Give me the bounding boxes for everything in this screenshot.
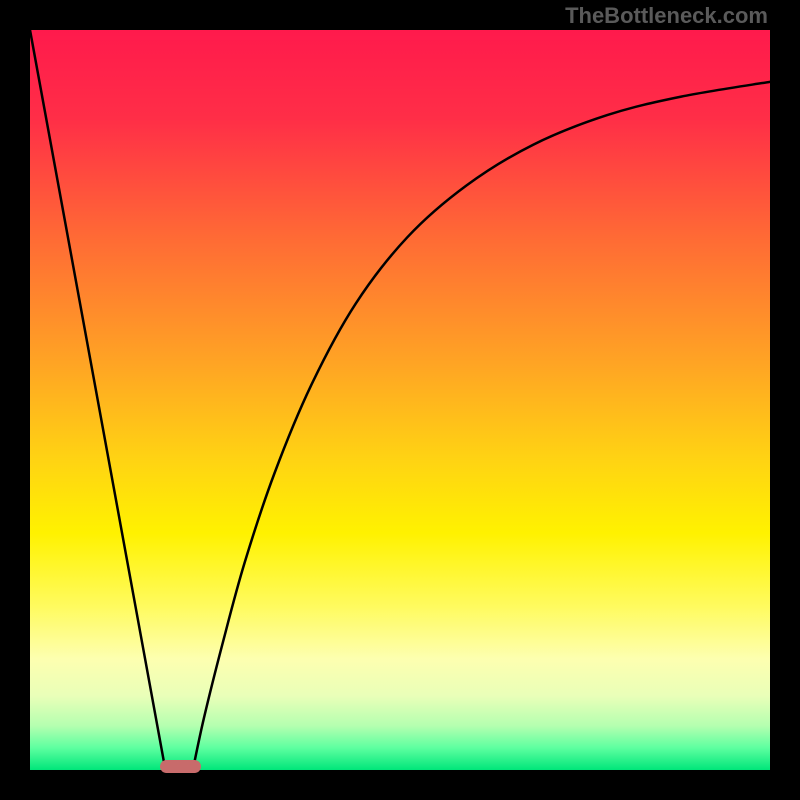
right-curve bbox=[193, 82, 770, 770]
plot-area bbox=[30, 30, 770, 770]
watermark-text: TheBottleneck.com bbox=[565, 3, 768, 29]
chart-container: TheBottleneck.com bbox=[0, 0, 800, 800]
bottleneck-marker bbox=[160, 760, 201, 773]
curve-layer bbox=[30, 30, 770, 770]
left-line bbox=[30, 30, 165, 770]
